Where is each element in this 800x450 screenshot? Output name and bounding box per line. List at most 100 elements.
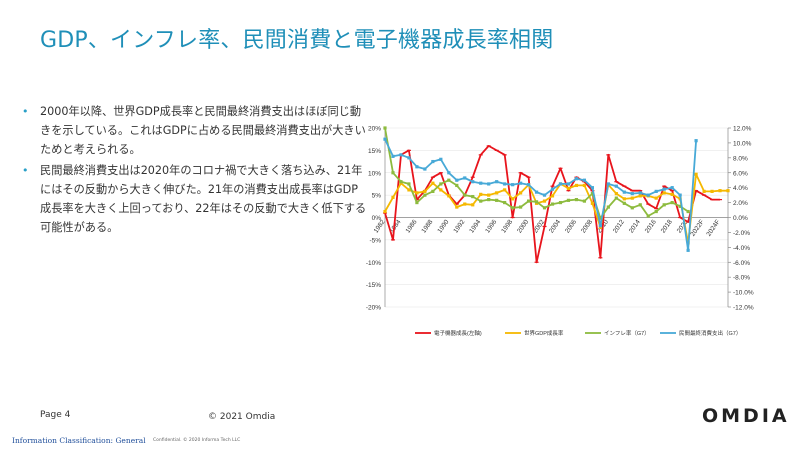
data-point bbox=[654, 209, 658, 214]
y-left-tick-label: -5% bbox=[369, 237, 381, 244]
data-point bbox=[638, 203, 642, 207]
bullet-text: 民間最終消費支出は2020年のコロナ禍で大きく落ち込み、21年にはその反動から大… bbox=[40, 164, 367, 234]
data-point bbox=[511, 197, 515, 201]
data-point bbox=[710, 189, 714, 193]
data-point bbox=[646, 193, 650, 197]
data-point bbox=[590, 201, 594, 205]
data-point bbox=[718, 189, 722, 193]
x-tick-label: 2022F bbox=[689, 219, 705, 238]
data-point bbox=[590, 186, 594, 190]
data-point bbox=[455, 183, 459, 188]
data-point bbox=[415, 200, 419, 205]
y-right-tick-label: 4.0% bbox=[733, 185, 748, 192]
omdia-logo: OMDIA bbox=[702, 405, 790, 427]
data-point bbox=[566, 198, 571, 202]
bullet-icon: • bbox=[22, 164, 29, 177]
y-right-tick-label: -2.0% bbox=[733, 230, 750, 237]
data-point bbox=[678, 193, 682, 197]
data-point bbox=[534, 190, 539, 194]
data-point bbox=[726, 189, 730, 193]
x-tick-label: 1992 bbox=[452, 218, 466, 234]
data-point bbox=[519, 181, 523, 185]
data-point bbox=[455, 205, 459, 209]
x-tick-label: 2016 bbox=[644, 218, 658, 234]
data-point bbox=[479, 199, 483, 203]
y-right-tick-label: 10.0% bbox=[733, 140, 752, 147]
data-point bbox=[590, 192, 594, 196]
data-point bbox=[662, 203, 666, 207]
data-point bbox=[702, 189, 706, 193]
data-point bbox=[407, 156, 411, 160]
bullet-icon: • bbox=[22, 105, 29, 118]
y-left-tick-label: 0% bbox=[372, 215, 382, 222]
data-point bbox=[391, 171, 395, 175]
data-point bbox=[670, 192, 674, 196]
y-right-tick-label: 12.0% bbox=[733, 126, 752, 133]
data-point bbox=[566, 186, 571, 191]
data-point bbox=[622, 190, 626, 194]
data-point bbox=[694, 172, 698, 176]
data-point bbox=[519, 205, 523, 209]
data-point bbox=[415, 165, 419, 169]
data-point bbox=[622, 197, 626, 201]
data-point bbox=[686, 209, 690, 214]
data-point bbox=[471, 203, 475, 207]
data-point bbox=[646, 214, 650, 218]
data-point bbox=[439, 188, 443, 192]
x-tick-label: 2000 bbox=[516, 218, 530, 234]
data-point bbox=[431, 181, 435, 185]
x-tick-label: 2014 bbox=[628, 218, 642, 234]
y-left-tick-label: -15% bbox=[366, 282, 381, 289]
y-right-tick-label: 0.0% bbox=[733, 215, 748, 222]
data-point bbox=[431, 159, 435, 164]
y-right-tick-label: -12.0% bbox=[733, 305, 754, 312]
confidential-note: Confidential. © 2020 Informa Tech LLC bbox=[153, 438, 241, 443]
data-point bbox=[614, 184, 618, 188]
x-tick-label: 1986 bbox=[405, 218, 419, 234]
data-point bbox=[471, 180, 475, 184]
y-left-tick-label: 20% bbox=[368, 126, 381, 133]
data-point bbox=[383, 209, 387, 214]
data-point bbox=[407, 188, 411, 192]
data-point bbox=[670, 186, 674, 190]
x-tick-label: 2008 bbox=[580, 218, 594, 234]
data-point bbox=[582, 183, 587, 188]
x-tick-label: 2004 bbox=[548, 218, 562, 234]
data-point bbox=[526, 183, 531, 187]
data-point bbox=[606, 182, 610, 186]
data-point bbox=[662, 187, 666, 191]
data-point bbox=[638, 191, 642, 195]
data-point bbox=[526, 199, 531, 203]
y-left-tick-label: 5% bbox=[372, 193, 382, 200]
data-point bbox=[423, 193, 427, 197]
data-point bbox=[622, 201, 626, 205]
y-left-tick-label: 15% bbox=[368, 148, 381, 155]
data-point bbox=[447, 194, 451, 198]
data-point bbox=[463, 176, 467, 180]
data-point bbox=[399, 153, 403, 157]
y-left-tick-label: -10% bbox=[366, 260, 381, 267]
data-point bbox=[662, 191, 666, 195]
data-point bbox=[606, 205, 610, 209]
data-point bbox=[519, 191, 523, 195]
x-tick-label: 1994 bbox=[468, 218, 482, 234]
classification-label: Information Classification: General bbox=[12, 436, 146, 445]
data-point bbox=[495, 198, 499, 202]
line-chart: 20% 15% 10% 5% 0% -5% -10% -15% -20% 12.0% 10.0% 8.… bbox=[345, 120, 775, 350]
data-point bbox=[447, 178, 451, 182]
page-title: GDP、インフレ率、民間消費と電子機器成長率相関 bbox=[40, 28, 554, 53]
data-point bbox=[574, 177, 579, 181]
x-tick-label: 1998 bbox=[500, 218, 514, 234]
x-tick-label: 1988 bbox=[420, 218, 434, 234]
data-point bbox=[479, 192, 483, 196]
data-point bbox=[503, 200, 507, 205]
x-tick-label: 2012 bbox=[612, 218, 626, 234]
x-tick-label: 2006 bbox=[564, 218, 578, 234]
legend-label: 世界GDP成長率 bbox=[524, 329, 564, 337]
data-point bbox=[614, 196, 618, 200]
data-point bbox=[582, 178, 587, 182]
data-point bbox=[431, 189, 435, 193]
data-point bbox=[638, 194, 642, 198]
data-point bbox=[415, 191, 419, 195]
data-point bbox=[550, 187, 555, 191]
